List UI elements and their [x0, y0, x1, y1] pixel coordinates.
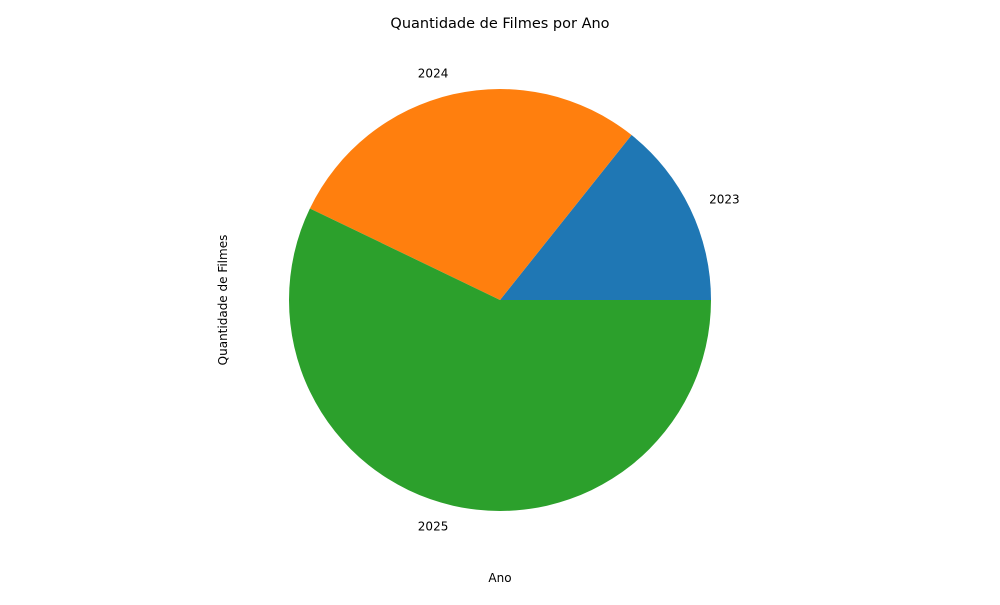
slice-label-2023: 2023 [709, 192, 740, 206]
pie-slice-2025 [289, 208, 711, 511]
x-axis-label: Ano [488, 571, 511, 585]
slice-label-2024: 2024 [418, 67, 449, 81]
pie-slice-labels: 2023 2024 2025 [418, 67, 740, 534]
pie-slices [289, 88, 711, 511]
pie-slice-2024 [309, 88, 632, 300]
chart-title: Quantidade de Filmes por Ano [390, 16, 609, 32]
slice-label-2025: 2025 [418, 519, 449, 533]
pie-slice-2023 [500, 135, 711, 300]
y-axis-label: Quantidade de Filmes [216, 235, 230, 366]
